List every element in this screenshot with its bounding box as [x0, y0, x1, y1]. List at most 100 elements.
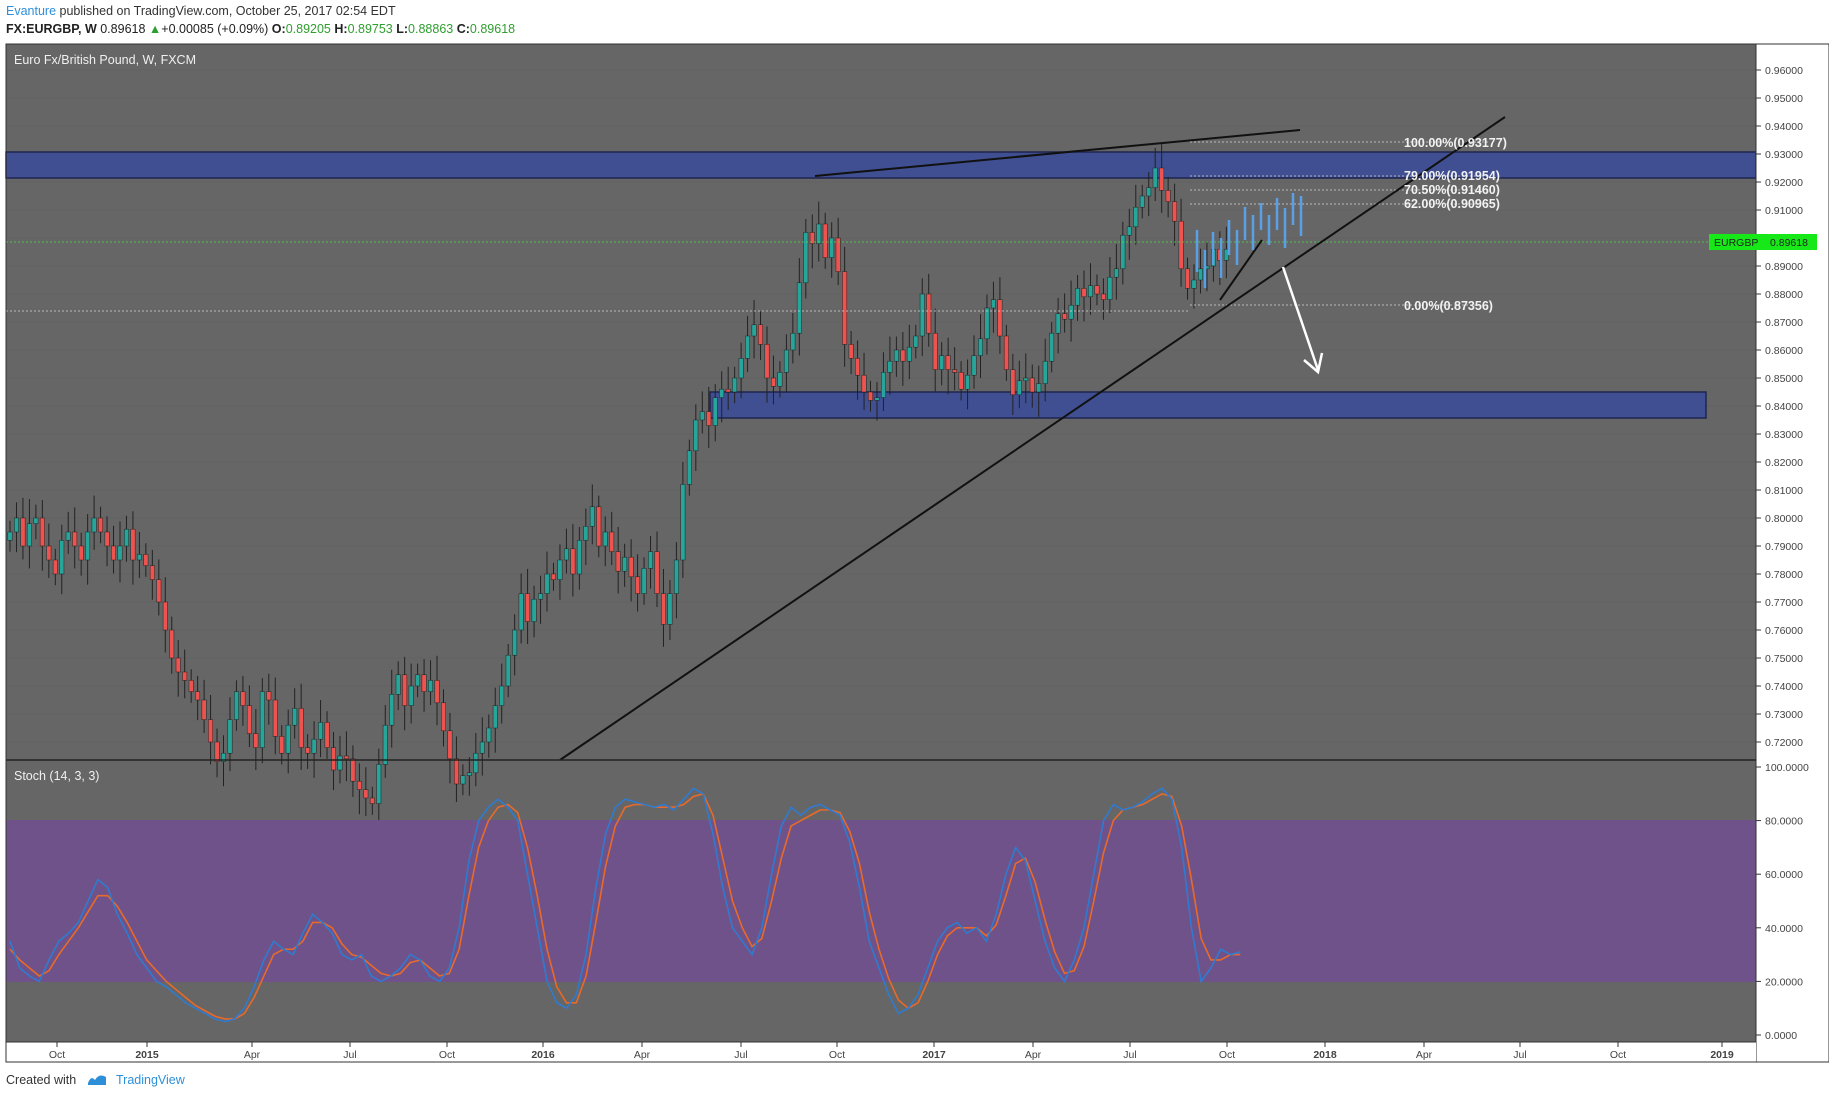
main-trendline[interactable] [559, 116, 1506, 761]
candle-body [958, 372, 964, 390]
candle-body [997, 299, 1003, 337]
candle-body [648, 551, 653, 569]
price-tick-label: 0.96000 [1765, 65, 1803, 77]
candle-body [26, 523, 32, 547]
candle-body [1023, 377, 1029, 382]
candle-body [1003, 335, 1009, 370]
stoch-tick-label: 80.0000 [1765, 816, 1803, 828]
candle-body [809, 232, 815, 244]
candle-body [311, 738, 317, 754]
candle-body [777, 372, 783, 387]
candle-body [201, 699, 207, 720]
candle-body [615, 551, 621, 572]
candles [7, 143, 1229, 824]
low-label: L: [396, 22, 409, 36]
time-tick-label: 2019 [1710, 1049, 1734, 1061]
time-tick-label: 2016 [531, 1049, 555, 1061]
candle-body [46, 545, 52, 561]
publish-text: published on TradingView.com, October 25… [56, 4, 396, 18]
candle-body [758, 324, 763, 345]
candle-body [544, 573, 550, 594]
author-link[interactable]: Evanture [6, 4, 57, 18]
candle-body [39, 517, 45, 547]
price-tick-label: 0.84000 [1765, 401, 1803, 413]
price-tick-label: 0.73000 [1765, 709, 1803, 721]
price-tick-label: 0.76000 [1765, 625, 1803, 637]
candle-body [673, 559, 679, 594]
candle-body [822, 223, 828, 258]
stoch-tick-label: 40.0000 [1765, 923, 1803, 935]
candle-body [693, 419, 699, 452]
price-tick-label: 0.91000 [1765, 205, 1803, 217]
candle-body [156, 579, 162, 603]
wedge-line[interactable] [1219, 239, 1263, 301]
candle-body [376, 764, 382, 804]
candle-body [130, 528, 136, 561]
candle-body [460, 775, 466, 785]
tradingview-link[interactable]: TradingView [116, 1073, 185, 1087]
candle-body [1068, 304, 1074, 320]
time-tick-label: 2015 [135, 1049, 159, 1061]
candle-body [926, 293, 932, 334]
time-tick-label: 2017 [922, 1049, 946, 1061]
stoch-lines [9, 787, 1241, 1023]
down-arrow-icon [1281, 266, 1324, 375]
candle-body [428, 680, 434, 692]
time-tick-label: Jul [734, 1049, 747, 1061]
candle-body [324, 722, 330, 748]
candle-body [842, 271, 848, 345]
stoch-title: Stoch (14, 3, 3) [14, 769, 99, 783]
time-axis[interactable] [6, 1042, 1756, 1062]
candle-body [208, 719, 214, 743]
candle-body [829, 237, 835, 258]
fib-label-70: 70.50%(0.91460) [1404, 183, 1500, 197]
high-value: 0.89753 [347, 22, 393, 36]
candle-body [337, 755, 343, 771]
candle-body [563, 548, 569, 561]
candle-body [596, 506, 602, 547]
candle-body [990, 299, 996, 309]
candle-body [466, 772, 472, 776]
price-axis[interactable] [1756, 44, 1829, 1042]
candle-body [188, 680, 194, 692]
candle-body [78, 545, 84, 561]
up-arrow-icon: ▲ [148, 22, 162, 36]
candle-body [441, 702, 446, 732]
symbol-label: FX:EURGBP, W [6, 22, 97, 36]
price-tag-value: 0.89618 [1770, 237, 1808, 249]
time-tick-label: Oct [1219, 1049, 1235, 1061]
open-value: 0.89205 [285, 22, 331, 36]
chart-area[interactable]: 100.00%(0.93177) 79.00%(0.91954) 70.50%(… [0, 0, 1829, 1063]
candle-body [52, 559, 58, 575]
candle-body [887, 360, 893, 373]
candle-body [538, 593, 543, 600]
candle-body [85, 531, 91, 561]
candle-body [91, 517, 97, 533]
price-tick-label: 0.88000 [1765, 289, 1803, 301]
candle-body [848, 344, 854, 359]
candle-body [492, 705, 498, 729]
candle-body [162, 601, 168, 631]
time-tick-label: 2018 [1313, 1049, 1337, 1061]
price-tick-label: 0.77000 [1765, 597, 1803, 609]
candle-body [453, 758, 459, 785]
candle-body [1152, 167, 1158, 188]
candle-body [622, 556, 628, 572]
candle-body [745, 335, 751, 359]
upper-trendline[interactable] [814, 129, 1301, 177]
candle-body [518, 593, 524, 631]
candle-body [557, 559, 563, 580]
candle-body [783, 349, 789, 373]
candle-body [855, 358, 861, 376]
candle-body [732, 377, 738, 393]
candle-body [1159, 167, 1165, 191]
candle-body [369, 797, 375, 804]
candle-body [512, 629, 518, 656]
support-zone[interactable] [709, 391, 1707, 419]
candle-body [20, 517, 26, 547]
candle-body [1107, 276, 1113, 300]
candle-body [971, 355, 977, 376]
time-tick-label: Apr [634, 1049, 651, 1061]
candle-body [868, 391, 873, 401]
candle-body [305, 747, 311, 754]
